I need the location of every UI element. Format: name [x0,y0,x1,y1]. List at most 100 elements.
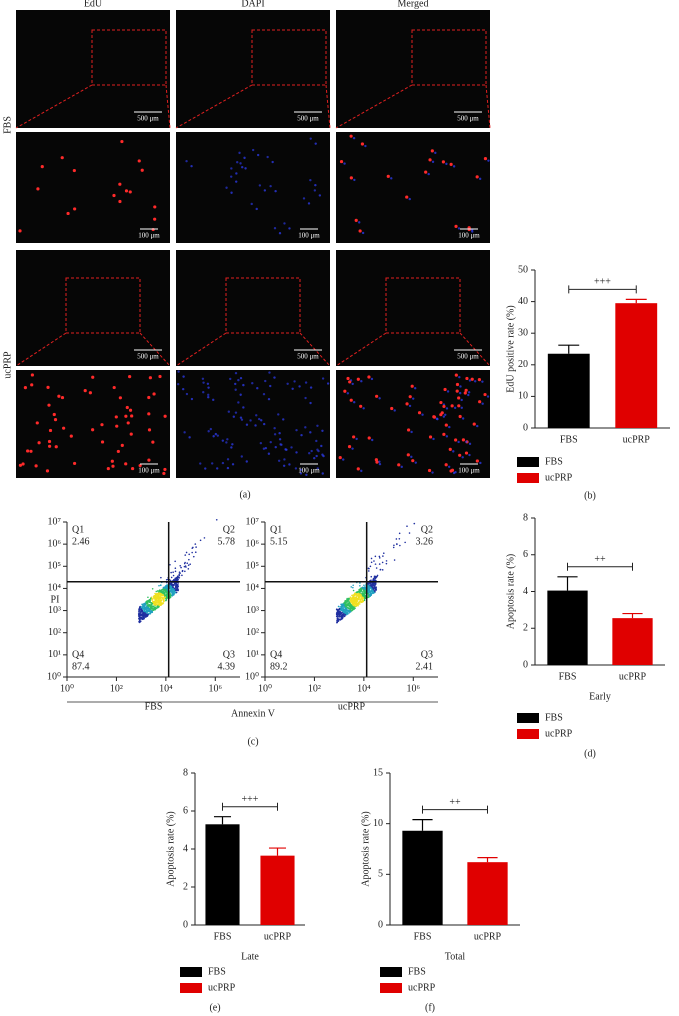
cell-dot [481,380,484,383]
cell-dot [147,395,151,400]
quadrant-name: Q3 [421,649,433,660]
x-tick-label: ucPRP [623,434,651,445]
event-dot [157,590,159,593]
event-dot [157,603,159,606]
cell-dot [216,434,220,437]
cell-dot [282,464,286,467]
cell-dot [225,441,228,444]
event-dot [345,603,348,605]
cell-dot [430,149,434,153]
event-dot [344,604,347,606]
cell-dot [183,431,186,434]
cell-dot [37,441,41,445]
cell-dot [339,159,344,164]
event-dot [372,579,374,581]
cell-dot [390,406,394,411]
cell-dot [288,227,291,230]
quadrant-name: Q3 [223,649,235,660]
x-tick-label: ucPRP [474,931,502,942]
cell-dot [454,438,458,442]
cell-dot [274,189,277,193]
cell-dot [153,217,157,221]
event-dot [346,599,349,601]
cell-dot [427,172,430,176]
event-dot [154,594,157,596]
x-tick-label: FBS [560,434,578,445]
event-dot [151,611,153,614]
event-dot [371,583,374,586]
cell-dot [481,402,484,405]
event-dot [144,602,147,604]
cell-dot [30,383,34,387]
event-dot [340,616,343,618]
cell-dot [163,414,167,418]
cell-dot [128,190,132,194]
event-dot [341,604,344,606]
event-dot [138,618,141,621]
micrograph [16,10,170,128]
cell-dot [346,376,350,381]
event-dot [178,571,181,573]
event-dot [393,559,396,561]
event-dot [163,592,166,595]
column-header: DAPI [241,0,264,9]
event-dot [174,577,177,580]
event-dot [352,608,355,611]
event-dot [203,537,206,539]
cell-dot [106,466,110,471]
y-tick-label: 8 [523,512,528,523]
cell-dot [239,376,243,380]
zoom-box [225,277,301,334]
event-dot [367,584,369,587]
cell-dot [212,398,215,402]
event-dot [344,611,347,614]
cell-dot [468,442,472,446]
event-dot [349,605,352,608]
cell-dot [264,446,268,450]
event-dot [339,618,342,620]
event-dot [175,591,178,594]
flow-x-label: Annexin V [231,708,276,719]
event-dot [169,594,172,597]
event-dot [145,610,148,613]
cell-dot [353,178,356,182]
event-dot [375,588,377,590]
event-dot [354,599,356,602]
cell-dot [129,432,133,436]
cell-dot [360,142,365,146]
y-tick-label: 10 [518,391,528,402]
event-dot [150,607,153,609]
event-dot [150,604,152,606]
cell-dot [360,469,363,473]
cell-dot [442,432,446,436]
cell-dot [230,446,233,449]
cell-dot [361,231,365,235]
micrograph [16,250,170,366]
zoom-box [91,29,167,86]
event-dot [363,592,366,595]
legend-label: FBS [545,456,563,467]
cell-dot [226,466,230,470]
event-dot [373,575,376,578]
event-dot [359,590,362,593]
event-dot [165,578,168,581]
event-dot [149,606,152,609]
event-dot [178,577,181,579]
event-dot [370,557,373,560]
cell-dot [353,400,356,404]
y-tick-label: 20 [518,359,528,370]
cell-dot [455,389,459,393]
event-dot [165,595,168,598]
cell-dot [428,435,433,439]
cell-dot [393,409,396,412]
event-dot [158,594,160,596]
event-dot [408,532,411,534]
cell-dot [221,439,225,442]
cell-dot [452,471,456,475]
event-dot [361,600,363,603]
event-dot [191,547,194,549]
event-dot [172,588,174,590]
legend-label: ucPRP [545,728,573,739]
event-dot [347,603,349,606]
cell-dot [91,375,95,379]
